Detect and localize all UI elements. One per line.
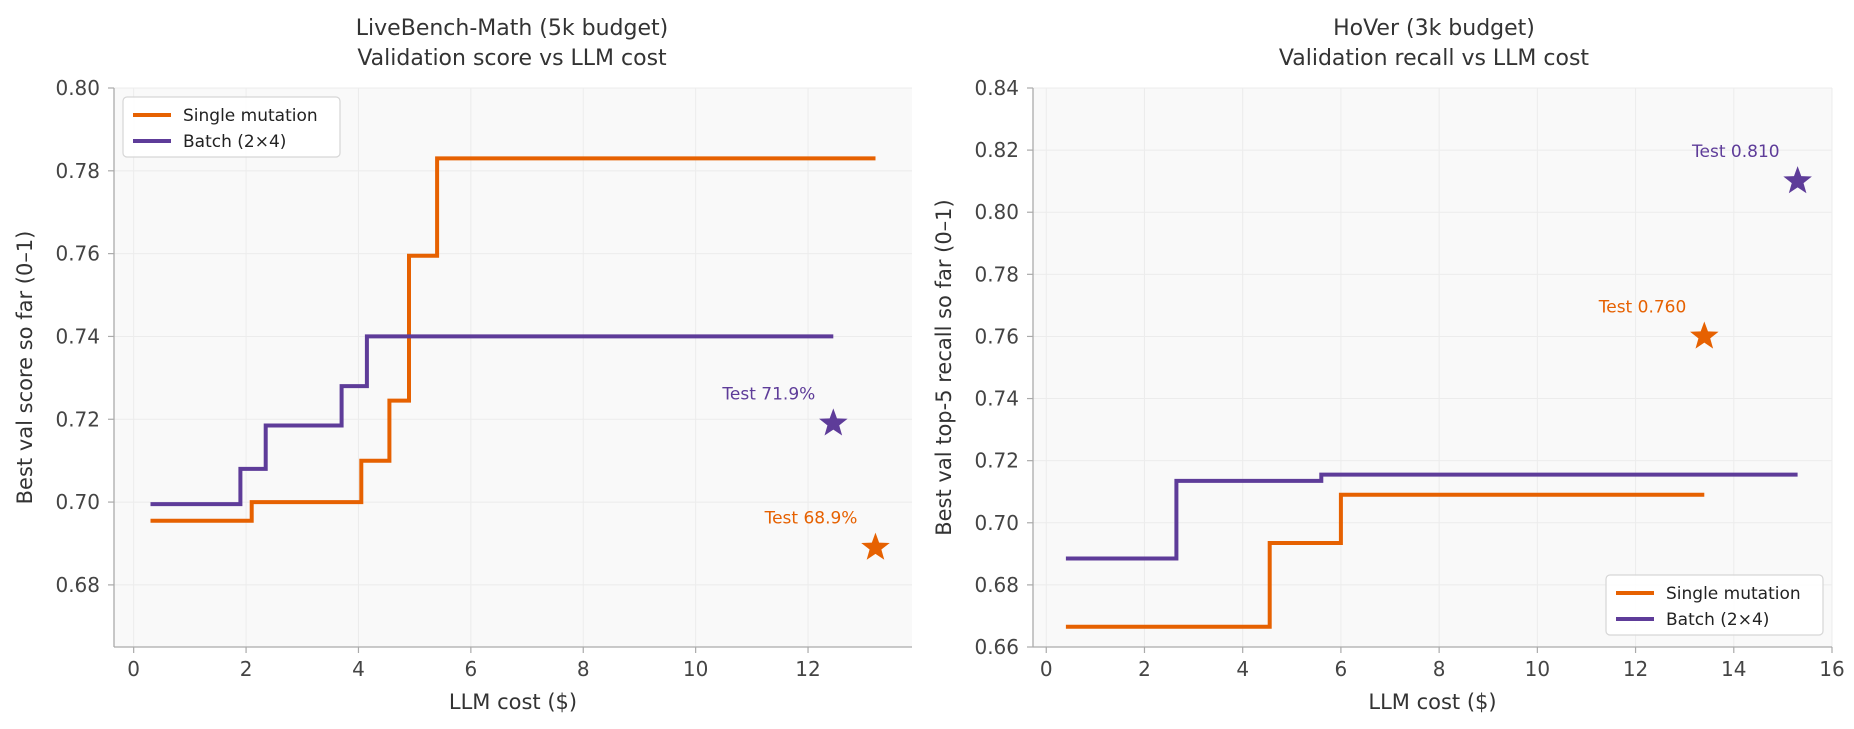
chart-livebench-math: 0 2 4 6 8 10 12 0.68 0.70 0.72 0.74 0.76 0.78 0.80 Te…	[13, 16, 912, 714]
y-tick-label: 0.72	[55, 407, 100, 431]
x-tick-label: 12	[795, 657, 820, 681]
x-tick-label: 12	[1623, 657, 1648, 681]
grid-lines	[1033, 87, 1833, 648]
x-tick-label: 2	[1138, 657, 1151, 681]
x-tick-label: 4	[352, 657, 365, 681]
test-star-marker	[861, 532, 890, 560]
y-tick-label: 0.82	[974, 138, 1019, 162]
x-tick-label: 8	[1433, 657, 1446, 681]
test-star-marker	[1690, 321, 1719, 349]
x-tick-label: 10	[683, 657, 708, 681]
test-star-marker	[819, 408, 848, 436]
series-line-batch	[150, 334, 834, 507]
x-tick-label: 2	[240, 657, 253, 681]
y-tick-label: 0.72	[974, 449, 1019, 473]
y-tick-label: 0.84	[974, 76, 1019, 100]
legend-label: Single mutation	[183, 106, 318, 126]
y-tick-label: 0.68	[974, 573, 1019, 597]
y-tick-label: 0.68	[55, 573, 100, 597]
y-tick-label: 0.80	[55, 76, 100, 100]
x-tick-label: 0	[1040, 657, 1053, 681]
series-lines	[1065, 472, 1798, 629]
x-tick-label: 8	[577, 657, 590, 681]
y-tick-label: 0.70	[974, 511, 1019, 535]
x-tick-label: 6	[464, 657, 477, 681]
axes-spines	[1032, 88, 1832, 648]
axes-spines	[113, 88, 912, 648]
plot-background	[1033, 88, 1832, 647]
y-tick-label: 0.74	[974, 387, 1019, 411]
series-line-batch	[1065, 472, 1798, 561]
legend-label: Batch (2×4)	[1666, 610, 1769, 630]
chart-title-line2: Validation recall vs LLM cost	[1279, 46, 1590, 71]
x-tick-label: 6	[1335, 657, 1348, 681]
y-axis-label: Best val score so far (0–1)	[13, 231, 37, 505]
test-annotation: Test 68.9%	[764, 509, 858, 529]
x-tick-label: 0	[127, 657, 140, 681]
test-annotation: Test 0.760	[1598, 297, 1687, 317]
legend: Single mutation Batch (2×4)	[1605, 574, 1824, 636]
legend-frame	[122, 96, 341, 158]
test-markers: Test 0.810 Test 0.760	[1598, 142, 1812, 349]
tick-marks: 0 2 4 6 8 10 12 0.68 0.70 0.72 0.74 0.76 0.78 0.80	[55, 76, 820, 681]
test-markers: Test 71.9% Test 68.9%	[721, 384, 890, 560]
legend-frame	[1605, 574, 1824, 636]
legend: Single mutation Batch (2×4)	[122, 96, 341, 158]
legend-label: Batch (2×4)	[183, 132, 286, 152]
y-tick-label: 0.66	[974, 635, 1019, 659]
y-tick-label: 0.78	[55, 159, 100, 183]
plot-background	[114, 88, 912, 647]
x-tick-label: 14	[1721, 657, 1746, 681]
x-tick-label: 10	[1525, 657, 1550, 681]
test-star-marker	[1783, 166, 1812, 194]
y-axis-label: Best val top-5 recall so far (0–1)	[932, 199, 956, 536]
legend-label: Single mutation	[1666, 584, 1801, 604]
grid-lines	[114, 87, 912, 647]
test-annotation: Test 71.9%	[721, 384, 815, 404]
series-lines	[150, 156, 876, 523]
y-tick-label: 0.74	[55, 324, 100, 348]
x-tick-label: 4	[1236, 657, 1249, 681]
x-axis-label: LLM cost ($)	[1368, 690, 1496, 714]
chart-title-line2: Validation score vs LLM cost	[357, 46, 667, 71]
series-line-single-mutation	[1065, 492, 1705, 629]
y-tick-label: 0.80	[974, 200, 1019, 224]
x-tick-label: 16	[1819, 657, 1844, 681]
y-tick-label: 0.76	[974, 324, 1019, 348]
chart-hover: 0 2 4 6 8 10 12 14 16 0.66 0.68 0.70 0.72 0.74 0.76 0.7…	[932, 16, 1845, 714]
series-line-single-mutation	[150, 156, 876, 523]
tick-marks: 0 2 4 6 8 10 12 14 16 0.66 0.68 0.70 0.72 0.74 0.76 0.7…	[974, 76, 1844, 681]
chart-title-line1: HoVer (3k budget)	[1333, 16, 1535, 41]
y-tick-label: 0.76	[55, 242, 100, 266]
chart-title-line1: LiveBench-Math (5k budget)	[356, 16, 668, 41]
y-tick-label: 0.78	[974, 262, 1019, 286]
test-annotation: Test 0.810	[1691, 142, 1780, 162]
x-axis-label: LLM cost ($)	[449, 690, 577, 714]
y-tick-label: 0.70	[55, 490, 100, 514]
